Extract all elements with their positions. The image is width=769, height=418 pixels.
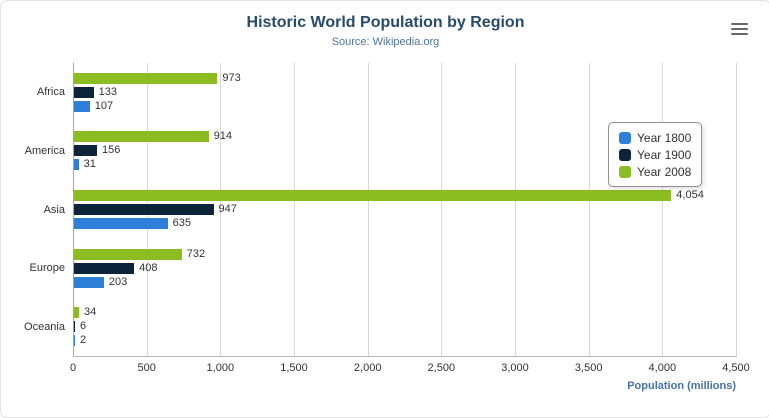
- data-label-asia-year-2008: 4,054: [676, 189, 704, 201]
- bar-america-year-1900[interactable]: [74, 145, 97, 157]
- gridline-2,500: [441, 63, 443, 356]
- legend-item-year-2008[interactable]: Year 2008: [619, 163, 691, 180]
- data-label-africa-year-2008: 973: [222, 71, 241, 84]
- legend-label: Year 1800: [637, 130, 692, 145]
- data-label-america-year-1800: 31: [83, 158, 96, 171]
- bar-oceania-year-1800[interactable]: [74, 335, 75, 347]
- data-label-oceania-year-2008: 34: [84, 306, 97, 319]
- x-tick-label: 0: [69, 362, 77, 374]
- x-tick-label: 500: [137, 362, 156, 374]
- x-tick-label: 4,000: [648, 362, 677, 374]
- data-label-europe-year-2008: 732: [186, 247, 206, 260]
- x-tick-label: 1,000: [206, 362, 235, 374]
- x-tick-label: 1,500: [280, 362, 308, 374]
- legend-label: Year 2008: [637, 164, 692, 179]
- bar-europe-year-1900[interactable]: [74, 262, 135, 274]
- hamburger-bar: [731, 23, 748, 25]
- legend-item-year-1800[interactable]: Year 1800: [619, 129, 691, 146]
- data-label-africa-year-1800: 107: [94, 99, 114, 112]
- data-label-america-year-2008: 914: [213, 130, 233, 143]
- data-label-america-year-1900: 156: [102, 144, 121, 157]
- hamburger-bar: [731, 33, 748, 35]
- legend-swatch-icon: [619, 148, 631, 161]
- bar-america-year-1800[interactable]: [74, 159, 79, 171]
- gridline-0: [73, 63, 74, 356]
- gridline-4,000: [662, 63, 664, 356]
- gridline-2,000: [367, 63, 369, 356]
- legend-label: Year 1900: [637, 147, 692, 162]
- category-label-europe: Europe: [29, 262, 65, 275]
- gridline-1,000: [220, 63, 222, 356]
- data-label-europe-year-1900: 408: [139, 261, 158, 274]
- data-label-africa-year-1900: 133: [98, 85, 117, 98]
- category-label-oceania: Oceania: [24, 320, 65, 333]
- chart-subtitle: Source: Wikipedia.org: [331, 36, 440, 48]
- gridline-1,500: [294, 63, 295, 356]
- legend-swatch-icon: [619, 131, 631, 144]
- x-axis-title: Population (millions): [627, 380, 736, 392]
- legend-item-year-1900[interactable]: Year 1900: [619, 146, 691, 163]
- category-label-africa: Africa: [36, 86, 65, 99]
- x-tick-label: 3,500: [574, 362, 603, 374]
- x-tick-label: 2,500: [427, 362, 456, 374]
- bar-oceania-year-1900[interactable]: [74, 321, 75, 333]
- x-tick-label: 3,000: [501, 362, 529, 374]
- category-label-asia: Asia: [43, 203, 65, 216]
- gridline-3,500: [588, 63, 590, 356]
- bar-africa-year-1800[interactable]: [74, 100, 90, 112]
- bar-europe-year-2008[interactable]: [74, 248, 182, 260]
- data-label-asia-year-1800: 635: [172, 217, 191, 229]
- bar-america-year-2008[interactable]: [74, 131, 209, 143]
- chart-title: Historic World Population by Region: [246, 14, 525, 31]
- hamburger-bar: [731, 28, 748, 30]
- category-label-america: America: [24, 144, 65, 157]
- plot-area: 973 133 107 914 156 31 4,054 947 635 732 408 203 34 6…: [73, 63, 737, 356]
- bar-africa-year-2008[interactable]: [74, 72, 218, 84]
- x-tick-label: 4,500: [722, 362, 750, 374]
- hamburger-menu-icon[interactable]: [731, 23, 748, 35]
- category-axis-labels: Africa America Asia Europe Oceania: [1, 1, 67, 417]
- gridline-4,500: [736, 63, 737, 356]
- legend: Year 1800 Year 1900 Year 2008: [608, 122, 703, 187]
- bar-europe-year-1800[interactable]: [74, 276, 104, 288]
- bar-africa-year-1900[interactable]: [74, 86, 94, 98]
- bar-oceania-year-2008[interactable]: [74, 307, 79, 319]
- legend-swatch-icon: [619, 165, 631, 178]
- data-label-oceania-year-1900: 6: [80, 320, 87, 333]
- data-label-europe-year-1800: 203: [108, 275, 128, 288]
- x-axis-line: [73, 356, 737, 357]
- bar-asia-year-1800[interactable]: [74, 218, 168, 229]
- data-label-oceania-year-1800: 2: [80, 334, 87, 347]
- bar-asia-year-1900[interactable]: [74, 204, 214, 215]
- gridline-3,000: [515, 63, 516, 356]
- bar-asia-year-2008[interactable]: [74, 190, 672, 201]
- x-axis-tick-labels: 0 500 1,000 1,500 2,000 2,500 3,000 3,500 4,000 4…: [69, 362, 750, 376]
- data-label-asia-year-1900: 947: [218, 203, 237, 215]
- x-tick-label: 2,000: [353, 362, 382, 374]
